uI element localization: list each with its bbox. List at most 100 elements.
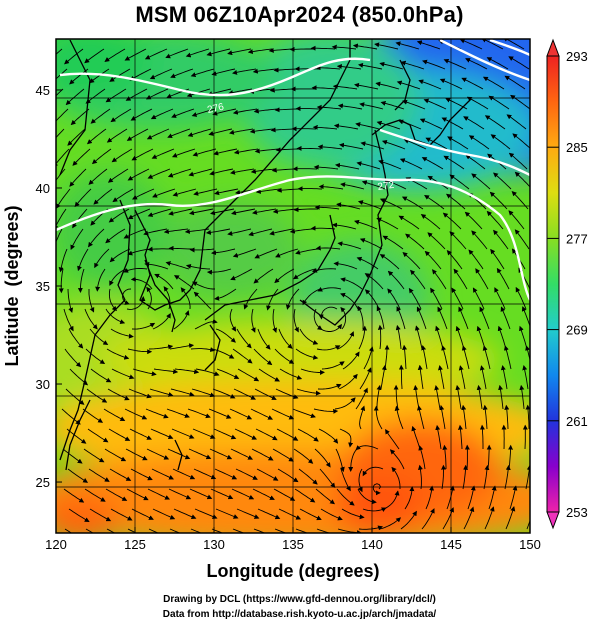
colorbar-tick-label: 261 [566, 414, 588, 429]
streamline [336, 64, 362, 70]
streamline [522, 365, 529, 390]
streamline [190, 68, 215, 78]
streamline [125, 448, 148, 461]
streamline [189, 488, 213, 500]
isotherm-contours [56, 39, 530, 301]
streamline [313, 308, 323, 331]
streamline [126, 296, 146, 310]
streamline [359, 405, 366, 430]
streamline [105, 228, 126, 244]
streamline [171, 428, 195, 439]
streamline [364, 289, 380, 310]
streamline [466, 96, 489, 110]
streamline [427, 232, 446, 250]
streamline [66, 428, 87, 444]
streamline [109, 68, 131, 82]
streamline [504, 404, 510, 430]
streamline [88, 289, 95, 313]
streamline [216, 368, 240, 379]
streamline [85, 528, 94, 533]
streamline [254, 248, 278, 259]
streamline [227, 228, 252, 236]
streamline [236, 508, 260, 519]
x-tick-label: 140 [361, 537, 383, 552]
streamline [85, 348, 106, 365]
streamline [72, 208, 88, 229]
streamline [481, 39, 504, 50]
streamline [498, 384, 504, 410]
streamline [490, 248, 505, 270]
streamline [191, 108, 216, 117]
credit-drawing: Drawing by DCL (https://www.gfd-dennou.o… [163, 594, 436, 605]
streamline [252, 68, 278, 74]
streamline [211, 528, 224, 533]
colorbar-top-arrow [546, 38, 560, 57]
streamline [126, 128, 149, 141]
streamline [455, 325, 465, 350]
streamline [339, 142, 364, 150]
streamline [486, 57, 509, 70]
streamline [508, 152, 528, 170]
streamline [339, 428, 354, 448]
streamline [423, 98, 447, 110]
streamline [375, 81, 400, 90]
x-axis-label: Longitude (degrees) [206, 561, 379, 581]
streamline [232, 108, 258, 115]
streamline [235, 468, 258, 480]
streamline [396, 80, 421, 90]
streamline [273, 488, 296, 501]
streamline [376, 384, 382, 409]
streamline [318, 306, 338, 320]
streamline [356, 161, 381, 170]
streamline [463, 116, 485, 130]
streamline [442, 212, 462, 230]
streamline [357, 305, 364, 330]
streamline [435, 424, 442, 450]
streamline [124, 48, 147, 61]
streamline [153, 368, 179, 375]
streamline [215, 508, 239, 519]
streamline [447, 136, 469, 150]
streamline [383, 178, 407, 190]
streamline [519, 325, 528, 350]
streamline [424, 194, 445, 210]
streamline [85, 88, 106, 104]
streamline [318, 428, 339, 444]
streamline [340, 468, 351, 492]
streamline [93, 188, 113, 205]
streamline [90, 108, 111, 124]
streamline [439, 78, 463, 90]
streamline [333, 261, 358, 270]
streamline [418, 464, 423, 490]
streamline [297, 428, 319, 442]
streamline [302, 288, 321, 306]
streamline [67, 468, 89, 483]
streamline [252, 208, 277, 215]
streamline [170, 388, 195, 397]
streamline [237, 368, 260, 382]
streamline [192, 148, 217, 157]
streamline [488, 485, 497, 510]
x-axis: 120 125 130 135 140 145 150 [45, 527, 541, 552]
streamline [127, 168, 150, 181]
streamline [295, 248, 320, 255]
streamline [479, 424, 485, 449]
streamline [273, 67, 299, 73]
streamline [398, 119, 422, 130]
streamline [111, 368, 135, 380]
streamline [482, 345, 491, 370]
streamline [163, 286, 171, 310]
streamline [483, 464, 490, 490]
streamline [445, 193, 466, 210]
streamline [278, 508, 302, 520]
streamline [276, 187, 302, 193]
streamline [128, 388, 152, 399]
streamline [214, 468, 238, 480]
streamline [194, 508, 218, 519]
streamline [125, 88, 148, 101]
contour-label-276: 276 [206, 102, 225, 116]
streamline [207, 88, 232, 96]
streamline [193, 188, 218, 196]
streamline [416, 40, 441, 50]
streamline [496, 267, 510, 290]
